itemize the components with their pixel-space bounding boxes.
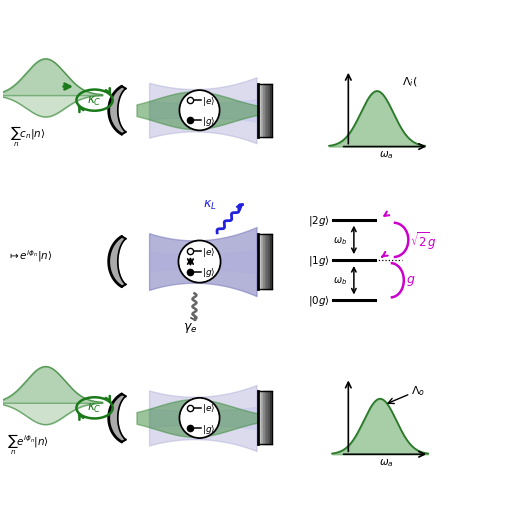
Text: $|e\rangle$: $|e\rangle$ [201,245,214,259]
Text: $\gamma_e$: $\gamma_e$ [183,320,197,334]
Circle shape [178,241,220,283]
Text: $|g\rangle$: $|g\rangle$ [201,421,215,435]
Text: $\Lambda_i($: $\Lambda_i($ [402,75,417,89]
Text: $\sqrt{2}g$: $\sqrt{2}g$ [410,230,436,251]
Text: $|g\rangle$: $|g\rangle$ [201,266,215,278]
Bar [259,392,261,444]
Bar [268,84,269,137]
Text: $|e\rangle$: $|e\rangle$ [201,95,214,107]
Bar [262,392,264,444]
Bar [261,234,262,290]
Bar [269,84,271,137]
Bar [266,84,268,137]
Bar [269,234,271,290]
Bar [261,392,262,444]
Bar [261,84,262,137]
Text: $\sum_n c_n|n\rangle$: $\sum_n c_n|n\rangle$ [10,125,46,149]
Bar [264,392,266,444]
Text: $\omega_a$: $\omega_a$ [378,149,393,161]
Polygon shape [108,237,125,287]
Text: $\sum_n e^{i\phi_n}|n\rangle$: $\sum_n e^{i\phi_n}|n\rangle$ [7,432,49,456]
Text: $\omega_b$: $\omega_b$ [332,235,346,246]
Bar [257,392,259,444]
Text: $\omega_a$: $\omega_a$ [378,457,393,468]
Bar [259,84,261,137]
Text: $\kappa_C$: $\kappa_C$ [87,402,102,415]
Polygon shape [108,394,125,442]
Bar [264,84,266,137]
Bar [264,234,266,290]
Text: $\Lambda_o$: $\Lambda_o$ [411,383,425,397]
Bar [268,392,269,444]
Circle shape [179,91,219,131]
Text: $|e\rangle$: $|e\rangle$ [201,402,214,414]
Bar [262,234,264,290]
Polygon shape [108,87,125,135]
Text: $\omega_b$: $\omega_b$ [332,275,346,287]
Bar [262,84,264,137]
Text: $\kappa_C$: $\kappa_C$ [87,94,102,107]
Circle shape [179,398,219,438]
Bar [269,392,271,444]
Text: $g$: $g$ [405,274,414,288]
Text: $|2g\rangle$: $|2g\rangle$ [308,213,329,227]
Text: $\mapsto e^{i\phi_n}|n\rangle$: $\mapsto e^{i\phi_n}|n\rangle$ [7,247,52,263]
Text: $|0g\rangle$: $|0g\rangle$ [308,294,329,308]
Bar [259,234,261,290]
Bar [266,392,268,444]
Text: $\kappa_L$: $\kappa_L$ [203,199,216,212]
Bar [266,234,268,290]
Bar [268,234,269,290]
Text: $|g\rangle$: $|g\rangle$ [201,115,215,128]
Bar [257,84,259,137]
Text: $|1g\rangle$: $|1g\rangle$ [308,253,329,268]
Bar [257,234,259,290]
